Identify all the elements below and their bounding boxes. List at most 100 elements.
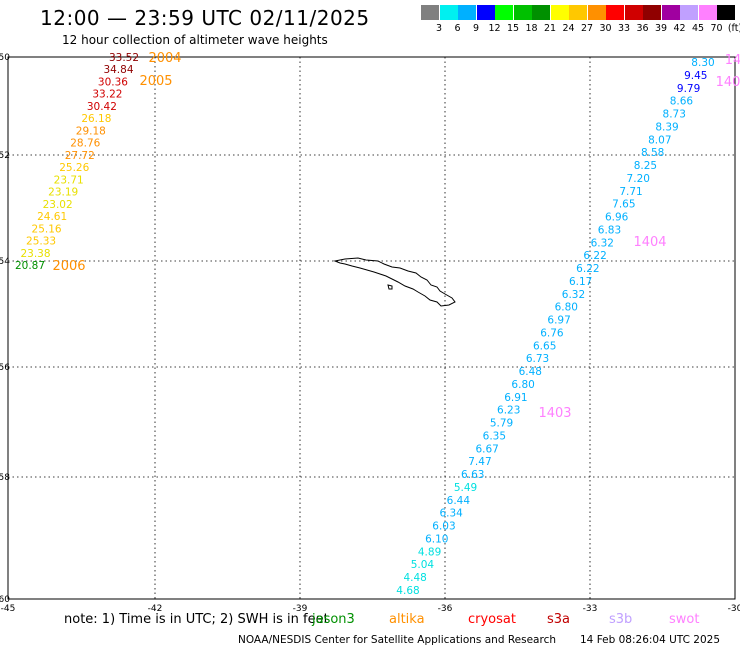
map-grid: -50 -52 -54 -56 -58 -60-45 -42 -39 -36 -33 -30 xyxy=(0,53,740,614)
pass-time-label: 2004 xyxy=(148,51,181,66)
legend-swatch xyxy=(439,5,458,20)
legend-label: 24 xyxy=(562,23,575,34)
wave-height-value: 6.32 xyxy=(562,289,585,301)
wave-height-value: 7.47 xyxy=(468,456,491,468)
latitude-label: -52 xyxy=(0,151,10,161)
legend-swatch xyxy=(661,5,680,20)
legend-swatch xyxy=(643,5,661,20)
wave-height-value: 23.38 xyxy=(20,248,50,260)
pass-time-label: 14 xyxy=(725,53,740,68)
wave-height-value: 4.89 xyxy=(418,546,441,558)
legend-label: 21 xyxy=(543,23,557,34)
wave-height-value: 6.44 xyxy=(447,495,471,507)
wave-height-value: 25.26 xyxy=(59,162,89,174)
satellite-label: altika xyxy=(389,612,425,627)
wave-height-value: 8.07 xyxy=(648,134,671,146)
footer-note: note: 1) Time is in UTC; 2) SWH is in fe… xyxy=(64,612,329,627)
wave-height-value: 6.63 xyxy=(461,469,484,481)
longitude-label: -39 xyxy=(293,604,308,614)
wave-height-value: 20.87 xyxy=(15,260,45,272)
wave-height-value: 6.22 xyxy=(583,250,606,262)
wave-height-value: 6.22 xyxy=(576,263,599,275)
satellite-label: s3b xyxy=(609,612,633,627)
wave-height-value: 6.83 xyxy=(598,224,621,236)
legend-swatch xyxy=(458,5,476,20)
legend-swatch xyxy=(717,5,735,20)
legend-swatch xyxy=(606,5,624,20)
longitude-label: -33 xyxy=(583,604,598,614)
page-title: 12:00 — 23:59 UTC 02/11/2025 xyxy=(40,6,370,30)
wave-height-value: 5.79 xyxy=(490,418,513,430)
pass-time-label: 2006 xyxy=(52,259,85,274)
wave-height-value: 28.76 xyxy=(70,138,100,150)
satellite-label: jason3 xyxy=(312,612,355,627)
legend-label: 42 xyxy=(673,23,686,34)
longitude-label: -30 xyxy=(728,604,740,614)
wave-height-value: 7.65 xyxy=(612,199,635,211)
footer-credit: NOAA/NESDIS Center for Satellite Applica… xyxy=(238,634,556,646)
wave-height-value: 6.10 xyxy=(425,533,448,545)
legend-swatch xyxy=(587,5,606,20)
legend-swatch xyxy=(495,5,513,20)
wave-height-value: 23.19 xyxy=(48,187,78,199)
wave-height-value: 34.84 xyxy=(103,64,133,76)
wave-height-value: 8.39 xyxy=(655,121,678,133)
legend-label: 30 xyxy=(599,23,612,34)
legend-label: 33 xyxy=(617,23,631,34)
legend-swatch xyxy=(624,5,643,20)
wave-height-value: 6.65 xyxy=(533,340,556,352)
wave-height-value: 27.72 xyxy=(65,150,95,162)
wave-height-value: 6.17 xyxy=(569,276,592,288)
wave-height-value: 24.61 xyxy=(37,211,67,223)
satellite-label: cryosat xyxy=(468,612,516,627)
legend-swatch xyxy=(532,5,550,20)
wave-height-value: 30.36 xyxy=(98,76,128,88)
legend-swatch xyxy=(569,5,587,20)
wave-height-value: 6.23 xyxy=(497,405,520,417)
wave-height-value: 6.67 xyxy=(475,443,498,455)
wave-height-value: 9.45 xyxy=(684,70,707,82)
longitude-label: -36 xyxy=(438,604,453,614)
wave-height-value: 8.58 xyxy=(641,147,664,159)
legend-label: 70 xyxy=(710,23,723,34)
wave-height-value: 6.48 xyxy=(519,366,542,378)
latitude-label: -54 xyxy=(0,257,10,267)
wave-height-value: 9.79 xyxy=(677,83,700,95)
wave-height-value: 23.02 xyxy=(43,199,73,211)
wave-height-value: 7.20 xyxy=(627,173,650,185)
track-west-values: 33.5234.8430.3633.2230.4226.1829.1828.76… xyxy=(15,52,139,272)
wave-height-value: 6.80 xyxy=(555,302,578,314)
track-east-values: 8.309.459.798.668.738.398.078.588.257.20… xyxy=(396,57,714,597)
pass-time-label: 1404 xyxy=(633,235,666,250)
wave-height-value: 6.73 xyxy=(526,353,549,365)
legend-swatch xyxy=(680,5,698,20)
wave-height-value: 6.76 xyxy=(540,327,564,339)
legend-label: 6 xyxy=(454,23,461,34)
legend-swatch xyxy=(698,5,717,20)
latitude-label: -60 xyxy=(0,595,10,605)
latitude-label: -50 xyxy=(0,53,10,63)
wave-height-value: 6.03 xyxy=(432,521,455,533)
wave-height-value: 6.80 xyxy=(511,379,534,391)
wave-height-value: 33.52 xyxy=(109,52,139,64)
legend-swatch xyxy=(476,5,495,20)
page-subtitle: 12 hour collection of altimeter wave hei… xyxy=(62,33,328,47)
wave-height-value: 8.25 xyxy=(634,160,657,172)
wave-height-value: 6.97 xyxy=(547,315,570,327)
wave-height-value: 25.16 xyxy=(32,223,62,235)
pass-time-labels: 2004 2005 2006 140 14 1404 1403 xyxy=(52,51,740,421)
legend-label: 18 xyxy=(525,23,538,34)
wave-height-value: 4.48 xyxy=(403,572,426,584)
wave-height-value: 5.49 xyxy=(454,482,477,494)
legend-label: 3 xyxy=(435,23,443,34)
wave-height-value: 25.33 xyxy=(26,236,56,248)
wave-height-value: 8.73 xyxy=(663,109,686,121)
legend-label: 15 xyxy=(506,23,520,34)
pass-time-label: 1403 xyxy=(538,406,571,421)
wave-height-value: 6.34 xyxy=(439,508,463,520)
legend-swatch xyxy=(550,5,569,20)
longitude-label: -42 xyxy=(148,604,163,614)
wave-height-value: 33.22 xyxy=(92,89,122,101)
wave-height-value: 6.96 xyxy=(605,212,629,224)
